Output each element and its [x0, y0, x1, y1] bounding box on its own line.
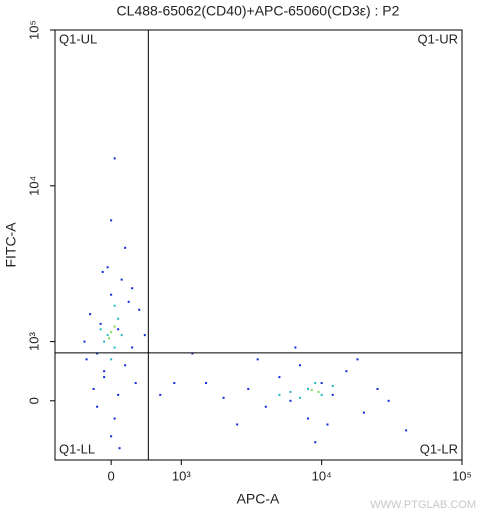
point	[289, 399, 292, 402]
x-tick-label: 10⁵	[452, 468, 472, 483]
point	[314, 382, 317, 385]
point	[236, 423, 239, 426]
point	[298, 396, 301, 399]
x-tick-label: 10³	[172, 468, 191, 483]
point	[92, 387, 95, 390]
point	[307, 387, 310, 390]
point	[362, 411, 365, 414]
point	[247, 387, 250, 390]
quadrant-label: Q1-LL	[59, 441, 95, 456]
point	[118, 447, 121, 450]
point	[110, 293, 113, 296]
point	[131, 346, 134, 349]
y-tick-label: 10⁵	[26, 20, 41, 40]
point	[310, 389, 313, 392]
point	[110, 358, 113, 361]
point	[85, 358, 88, 361]
y-tick-label: 10⁴	[26, 176, 41, 196]
point	[307, 417, 310, 420]
point	[289, 390, 292, 393]
plot-frame	[54, 29, 463, 461]
point	[117, 393, 120, 396]
point	[124, 246, 127, 249]
point	[387, 399, 390, 402]
point	[117, 328, 120, 331]
quadrant-label: Q1-LR	[420, 441, 458, 456]
point	[99, 328, 102, 331]
point	[113, 157, 116, 160]
point	[108, 337, 111, 340]
point	[110, 331, 113, 334]
point	[89, 313, 92, 316]
point	[256, 358, 259, 361]
y-tick-label: 0	[26, 397, 41, 404]
point	[96, 352, 99, 355]
point	[113, 346, 116, 349]
point	[124, 364, 127, 367]
point	[326, 423, 329, 426]
point	[103, 370, 106, 373]
x-tick-label: 10⁴	[312, 468, 332, 483]
point	[345, 370, 348, 373]
point	[320, 393, 323, 396]
point	[191, 352, 194, 355]
point	[110, 435, 113, 438]
point	[131, 287, 134, 290]
point	[376, 387, 379, 390]
point	[103, 340, 106, 343]
point	[173, 382, 176, 385]
point	[222, 396, 225, 399]
point	[103, 376, 106, 379]
y-axis-label: FITC-A	[3, 222, 19, 268]
x-axis-label: APC-A	[237, 491, 280, 507]
point	[113, 304, 116, 307]
point	[294, 346, 297, 349]
point	[356, 358, 359, 361]
point	[83, 340, 86, 343]
point	[159, 393, 162, 396]
chart-title: CL488-65062(CD40)+APC-65060(CD3ε) : P2	[117, 3, 400, 19]
point	[134, 382, 137, 385]
point	[110, 219, 113, 222]
point	[278, 393, 281, 396]
point	[101, 270, 104, 273]
point	[117, 317, 120, 320]
watermark: WWW.PTGLAB.COM	[370, 499, 476, 511]
point	[320, 382, 323, 385]
point	[405, 429, 408, 432]
quadrant-label: Q1-UL	[59, 31, 97, 46]
point	[120, 334, 123, 337]
point	[113, 325, 116, 328]
point	[106, 334, 109, 337]
point	[278, 376, 281, 379]
point	[120, 278, 123, 281]
point	[298, 364, 301, 367]
point	[113, 417, 116, 420]
point	[96, 405, 99, 408]
y-tick-label: 10³	[26, 332, 41, 351]
point	[264, 405, 267, 408]
point	[106, 266, 109, 269]
point	[317, 390, 320, 393]
point	[127, 300, 130, 303]
point	[205, 382, 208, 385]
point	[314, 441, 317, 444]
point	[331, 393, 334, 396]
quadrant-label: Q1-UR	[418, 31, 458, 46]
point	[138, 308, 141, 311]
point	[331, 384, 334, 387]
x-tick-label: 0	[108, 468, 115, 483]
point	[99, 322, 102, 325]
point	[143, 334, 146, 337]
